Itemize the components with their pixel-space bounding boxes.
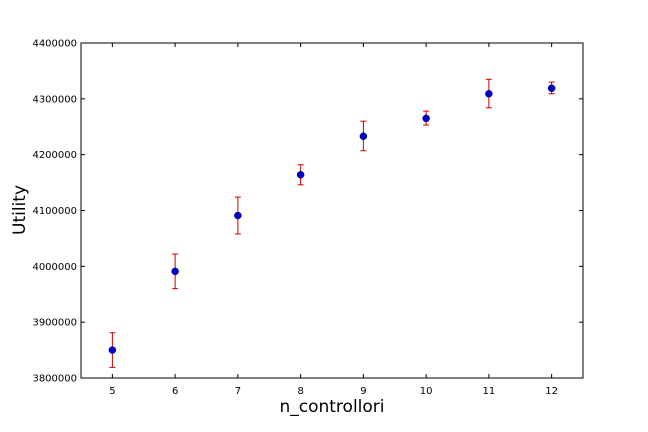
x-tick-label: 9 (360, 386, 366, 397)
data-point (234, 211, 242, 220)
data-point (547, 84, 556, 92)
y-tick-label: 3900000 (32, 318, 77, 329)
y-tick-label: 4300000 (32, 94, 77, 105)
data-point (485, 90, 493, 98)
x-tick-label: 11 (483, 386, 496, 397)
data-point (108, 346, 117, 354)
y-tick-label: 4100000 (32, 206, 77, 217)
y-tick-label: 4000000 (32, 262, 77, 273)
data-point (171, 267, 179, 276)
x-tick-label: 6 (172, 386, 178, 397)
y-tick-label: 4200000 (32, 150, 77, 161)
data-point (296, 171, 305, 179)
x-axis-label: n_controllori (279, 397, 384, 417)
y-axis-label: Utility (10, 185, 30, 235)
x-tick-label: 12 (545, 386, 558, 397)
data-points (108, 84, 556, 354)
x-tick-label: 10 (420, 386, 433, 397)
axis-ticks: 5 6 7 8 9 10 11 12 3800000 3900000 4000000 4100000 4… (32, 39, 583, 397)
y-tick-label: 4400000 (32, 39, 77, 50)
data-point (359, 132, 368, 140)
y-tick-label: 3800000 (32, 374, 77, 385)
x-tick-label: 5 (109, 386, 115, 397)
plot-frame (80, 42, 584, 379)
x-tick-label: 7 (235, 386, 241, 397)
x-tick-label: 8 (297, 386, 303, 397)
data-point (422, 114, 430, 123)
